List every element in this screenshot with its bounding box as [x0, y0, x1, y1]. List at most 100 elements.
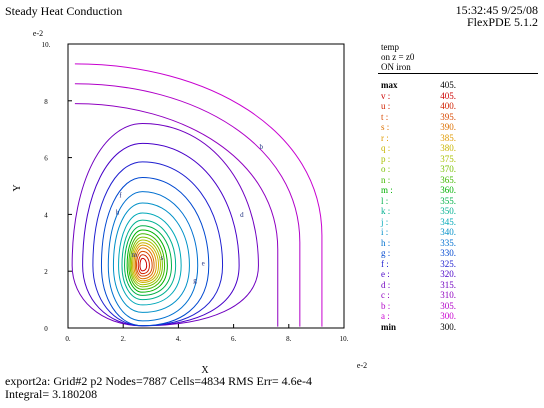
contour-labels: b d g f h m s e	[116, 143, 264, 284]
legend-level-value: 405.	[440, 90, 456, 101]
legend-level-value: 400.	[440, 101, 456, 111]
contour-line-380	[132, 242, 160, 284]
contour-line-360	[126, 229, 168, 293]
legend-level-value: 335.	[440, 237, 456, 248]
contour-line-400	[137, 254, 150, 275]
x-axis-ticks: 0. 2. 4. 6. 8. 10.	[65, 324, 349, 343]
y-tick-label: 2	[44, 268, 48, 276]
legend-row: q : 380.	[378, 143, 462, 153]
timestamp: 15:32:45 9/25/08	[455, 3, 538, 17]
contour-line-375	[130, 239, 161, 286]
y-tick-label: 0	[44, 325, 48, 333]
legend-level-label: j :	[381, 216, 389, 227]
y-tick-label: 8	[44, 98, 48, 106]
contour-line-315	[71, 123, 259, 327]
legend-row: s : 390.	[378, 122, 462, 132]
legend-level-value: 360.	[440, 185, 456, 195]
legend-level-value: 350.	[440, 206, 456, 216]
legend-header: temp on z = z0 ON iron	[381, 42, 414, 72]
legend-level-label: c :	[381, 290, 390, 300]
y-tick-label: 6	[44, 155, 48, 163]
legend-row: v : 405.	[378, 91, 462, 101]
legend-row: u : 400.	[378, 101, 462, 111]
legend-level-label: s :	[381, 122, 390, 132]
legend-level-label: h :	[381, 237, 391, 248]
legend-level-label: m :	[381, 185, 393, 195]
contour-label-f: f	[119, 191, 122, 199]
x-tick-label: 6.	[231, 335, 237, 343]
legend-level-value: 395.	[440, 111, 456, 122]
x-tick-label: 8.	[286, 335, 292, 343]
legend-row: b : 305.	[378, 301, 462, 311]
contour-label-s: s	[160, 254, 163, 262]
legend-level-value: 310.	[440, 290, 456, 300]
legend-slice: on z = z0	[381, 52, 415, 62]
x-tick-label: 10.	[340, 335, 349, 343]
legend-level-label: min	[381, 321, 397, 332]
contour-line-350	[121, 219, 177, 301]
legend-level-label: r :	[381, 132, 389, 143]
y-axis-label: Y	[12, 184, 23, 191]
legend-level-value: 380.	[440, 143, 456, 153]
legend-row: e : 320.	[378, 269, 462, 279]
window-title: Steady Heat Conduction	[5, 4, 123, 18]
contour-line-385	[133, 244, 157, 282]
contour-line-355	[124, 225, 173, 296]
legend-level-label: i :	[381, 227, 389, 237]
legend-level-value: 340.	[440, 227, 456, 237]
x-tick-label: 2.	[121, 335, 127, 343]
legend-variable: temp	[381, 42, 399, 52]
timestamp-block: 15:32:45 9/25/08 FlexPDE 5.1.2	[456, 4, 538, 28]
legend-level-value: 355.	[440, 195, 456, 206]
legend-level-value: 345.	[440, 216, 456, 227]
y-axis-ticks: 0 2 4 6 8 10.	[42, 41, 72, 333]
legend-row: f : 325.	[378, 259, 462, 269]
legend-level-label: p :	[381, 153, 391, 164]
legend-level-value: 305.	[440, 300, 456, 311]
legend-mode: ON iron	[381, 62, 411, 72]
legend-level-label: g :	[381, 248, 391, 258]
footer-stats: export2a: Grid#2 p2 Nodes=7887 Cells=483…	[5, 374, 312, 388]
legend-level-value: 405.	[440, 80, 456, 90]
legend-level-label: o :	[381, 164, 391, 174]
legend-row: l : 355.	[378, 196, 462, 206]
legend-level-value: 375.	[440, 153, 456, 164]
contour-label-b: b	[259, 143, 263, 151]
contour-line-305	[74, 83, 301, 327]
contour-line-390	[134, 247, 155, 280]
legend-row: n : 365.	[378, 175, 462, 185]
contour-label-g: g	[193, 277, 197, 285]
contour-line-370	[129, 236, 163, 288]
legend-row: o : 370.	[378, 164, 462, 174]
legend-level-value: 365.	[440, 174, 456, 185]
legend-row: p : 375.	[378, 154, 462, 164]
x-tick-label: 4.	[176, 335, 182, 343]
version-label: FlexPDE 5.1.2	[466, 15, 538, 29]
legend-level-value: 300.	[440, 311, 456, 321]
legend-level-label: l :	[381, 195, 389, 206]
contour-line-300	[74, 63, 323, 327]
legend-row: r : 385.	[378, 133, 462, 143]
legend-level-value: 390.	[440, 122, 456, 132]
contour-label-h: h	[116, 208, 120, 216]
legend-level-value: 325.	[440, 258, 456, 269]
legend-row: t : 395.	[378, 112, 462, 122]
x-scale-label: e-2	[357, 361, 367, 370]
contour-label-e: e	[202, 260, 205, 268]
legend-row: k : 350.	[378, 206, 462, 216]
legend-row: a : 300.	[378, 311, 462, 321]
legend-level-label: n :	[381, 174, 391, 185]
contour-line-345	[118, 212, 182, 306]
contour-lines	[71, 63, 323, 327]
contour-line-310	[74, 103, 279, 327]
legend-row: min 300.	[378, 322, 462, 332]
legend-level-value: 370.	[440, 164, 456, 174]
contour-label-m: m	[132, 251, 138, 259]
legend-level-label: u :	[381, 101, 391, 111]
legend-row: max 405.	[378, 80, 462, 90]
legend-divider	[378, 73, 538, 74]
legend-row: c : 310.	[378, 290, 462, 300]
legend-row: i : 340.	[378, 227, 462, 237]
legend-row: g : 330.	[378, 248, 462, 258]
